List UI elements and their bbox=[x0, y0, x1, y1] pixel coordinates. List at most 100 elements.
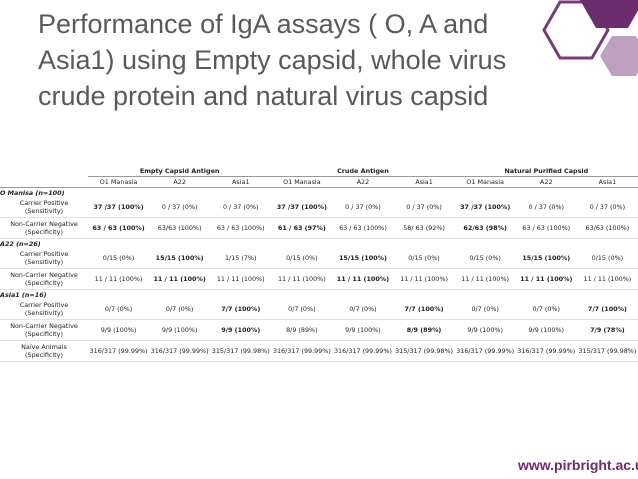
cell: 9/9 (100%) bbox=[454, 319, 516, 341]
cell: 9/9 (100%) bbox=[515, 319, 577, 341]
cell: 0 / 37 (0%) bbox=[210, 197, 272, 218]
cell: 11 / 11 (100%) bbox=[576, 268, 638, 290]
cell: 0 / 37 (0%) bbox=[576, 197, 638, 218]
cell: 0 / 37 (0%) bbox=[332, 197, 394, 218]
cell: 315/317 (99.98%) bbox=[210, 340, 272, 362]
row-label-line: (Sensitivity) bbox=[24, 207, 64, 215]
cell: 7/7 (100%) bbox=[576, 299, 638, 320]
cell: 11 / 11 (100%) bbox=[332, 268, 394, 290]
row-label-line: (Sensitivity) bbox=[24, 309, 64, 317]
cell: 37 /37 (100%) bbox=[271, 197, 333, 218]
column-header: Asia1 bbox=[393, 176, 455, 188]
hexagon-decoration bbox=[542, 0, 638, 76]
data-row: Carrier Positive (Sensitivity) 0/7 (0%) 0/7… bbox=[0, 299, 638, 320]
row-label-line: Non-Carrier Negative bbox=[10, 322, 78, 330]
section-label: Asia1 (n=16) bbox=[0, 290, 47, 299]
cell: 9/9 (100%) bbox=[149, 319, 211, 341]
cell: 15/15 (100%) bbox=[332, 248, 394, 269]
cell: 0 / 37 (0%) bbox=[515, 197, 577, 218]
row-label: Carrier Positive (Sensitivity) bbox=[0, 248, 88, 269]
row-label: Carrier Positive (Sensitivity) bbox=[0, 299, 88, 320]
corner-cell bbox=[0, 166, 88, 177]
row-label-line: (Specificity) bbox=[25, 228, 63, 236]
cell: 63/63 (100%) bbox=[576, 217, 638, 239]
cell: 316/317 (99.99%) bbox=[454, 340, 516, 362]
cell: 8/9 (89%) bbox=[393, 319, 455, 341]
cell: 9/9 (100%) bbox=[88, 319, 150, 341]
cell: 316/317 (99.99%) bbox=[271, 340, 333, 362]
cell: 316/317 (99.99%) bbox=[515, 340, 577, 362]
section-row: A22 (n=26) bbox=[0, 239, 638, 249]
cell: 63/63 (100%) bbox=[149, 217, 211, 239]
row-label: Non-Carrier Negative (Specificity) bbox=[0, 319, 88, 341]
row-label-line: (Specificity) bbox=[25, 279, 63, 287]
column-header: O1 Manasia bbox=[454, 176, 516, 188]
column-header: O1 Manasia bbox=[271, 176, 333, 188]
column-header: Asia1 bbox=[210, 176, 272, 188]
cell: 0/7 (0%) bbox=[454, 299, 516, 320]
cell: 63 / 63 (100%) bbox=[515, 217, 577, 239]
cell: 58/ 63 (92%) bbox=[393, 217, 455, 239]
cell: 1/15 (7%) bbox=[210, 248, 272, 269]
cell: 15/15 (100%) bbox=[149, 248, 211, 269]
corner-cell bbox=[0, 176, 88, 188]
title-line: Performance of IgA assays ( O, A and bbox=[38, 9, 489, 39]
cell: 63 / 63 (100%) bbox=[210, 217, 272, 239]
row-label-line: Carrier Positive bbox=[19, 199, 69, 207]
cell: 315/317 (99.98%) bbox=[576, 340, 638, 362]
section-row: O Manisa (n=100) bbox=[0, 188, 638, 198]
results-table: Empty Capsid Antigen Crude Antigen Natural… bbox=[0, 166, 638, 362]
cell: 15/15 (100%) bbox=[515, 248, 577, 269]
cell: 316/317 (99.99%) bbox=[149, 340, 211, 362]
cell: 0/15 (0%) bbox=[454, 248, 516, 269]
cell: 0 / 37 (0%) bbox=[393, 197, 455, 218]
cell: 0/15 (0%) bbox=[88, 248, 150, 269]
cell: 37 /37 (100%) bbox=[88, 197, 150, 218]
section-label: A22 (n=26) bbox=[0, 239, 41, 248]
group-header-row: Empty Capsid Antigen Crude Antigen Natural… bbox=[0, 166, 638, 177]
section-row: Asia1 (n=16) bbox=[0, 290, 638, 300]
cell: 11 / 11 (100%) bbox=[271, 268, 333, 290]
data-row: Carrier Positive (Sensitivity) 37 /37 (100… bbox=[0, 197, 638, 218]
cell: 9/9 (100%) bbox=[210, 319, 272, 341]
cell: 11 / 11 (100%) bbox=[454, 268, 516, 290]
cell: 0/15 (0%) bbox=[393, 248, 455, 269]
cell: 61 / 63 (97%) bbox=[271, 217, 333, 239]
cell: 62/63 (98%) bbox=[454, 217, 516, 239]
row-label: Non-Carrier Negative (Specificity) bbox=[0, 268, 88, 290]
cell: 0/7 (0%) bbox=[515, 299, 577, 320]
column-header: Asia1 bbox=[576, 176, 638, 188]
cell: 315/317 (99.98%) bbox=[393, 340, 455, 362]
cell: 0/15 (0%) bbox=[576, 248, 638, 269]
cell: 11 / 11 (100%) bbox=[210, 268, 272, 290]
cell: 63 / 63 (100%) bbox=[332, 217, 394, 239]
footer-url: www.pirbright.ac.uk bbox=[518, 457, 638, 473]
row-label-line: (Specificity) bbox=[25, 330, 63, 338]
cell: 11 / 11 (100%) bbox=[515, 268, 577, 290]
data-row: Carrier Positive (Sensitivity) 0/15 (0%) 15… bbox=[0, 248, 638, 269]
cell: 316/317 (99.99%) bbox=[332, 340, 394, 362]
group-header: Natural Purified Capsid bbox=[454, 166, 638, 177]
row-label-line: Non-Carrier Negative bbox=[10, 220, 78, 228]
hexagon bbox=[580, 0, 638, 28]
row-label: Naïve Animals (Specificity) bbox=[0, 340, 88, 362]
cell: 0/7 (0%) bbox=[271, 299, 333, 320]
cell: 7/9 (78%) bbox=[576, 319, 638, 341]
data-row: Non-Carrier Negative (Specificity) 9/9 (10… bbox=[0, 319, 638, 341]
cell: 11 / 11 (100%) bbox=[88, 268, 150, 290]
column-header: A22 bbox=[515, 176, 577, 188]
row-label-line: Carrier Positive bbox=[19, 301, 69, 309]
cell: 37 /37 (100%) bbox=[454, 197, 516, 218]
cell: 9/9 (100%) bbox=[332, 319, 394, 341]
data-row: Non-Carrier Negative (Specificity) 63 / 63… bbox=[0, 217, 638, 239]
row-label-line: Carrier Positive bbox=[19, 250, 69, 258]
cell: 316/317 (99.99%) bbox=[88, 340, 150, 362]
title-line: crude protein and natural virus capsid bbox=[38, 81, 489, 111]
group-header: Empty Capsid Antigen bbox=[88, 166, 272, 177]
cell: 7/7 (100%) bbox=[210, 299, 272, 320]
cell: 0/15 (0%) bbox=[271, 248, 333, 269]
cell: 63 / 63 (100%) bbox=[88, 217, 150, 239]
column-header: O1 Manasia bbox=[88, 176, 150, 188]
cell: 0 / 37 (0%) bbox=[149, 197, 211, 218]
